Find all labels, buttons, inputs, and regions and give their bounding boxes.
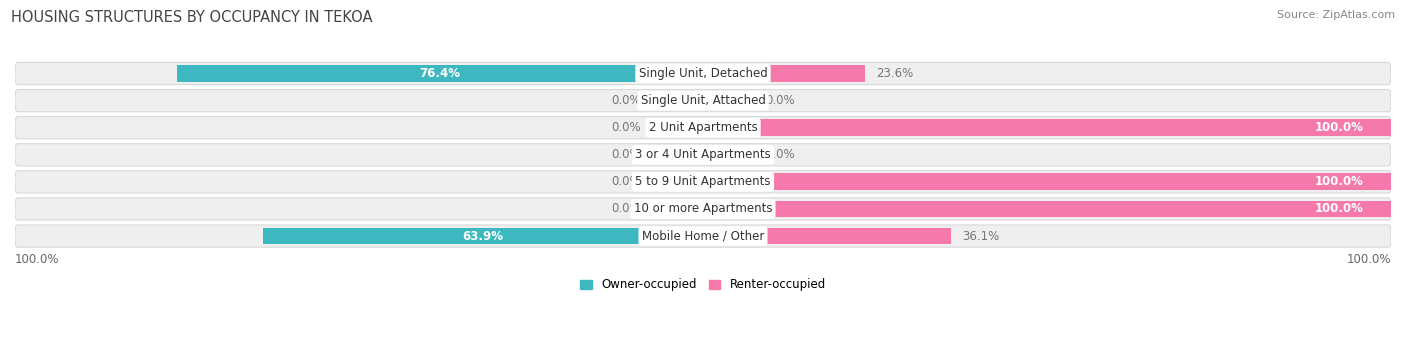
FancyBboxPatch shape <box>15 198 1391 220</box>
Text: 100.0%: 100.0% <box>1315 175 1364 188</box>
Text: 100.0%: 100.0% <box>1315 203 1364 216</box>
FancyBboxPatch shape <box>15 144 1391 166</box>
Text: 100.0%: 100.0% <box>1315 121 1364 134</box>
Text: 100.0%: 100.0% <box>15 253 59 266</box>
Text: 0.0%: 0.0% <box>612 175 641 188</box>
Text: 10 or more Apartments: 10 or more Apartments <box>634 203 772 216</box>
Bar <box>703 65 865 82</box>
Bar <box>703 228 952 244</box>
Text: 3 or 4 Unit Apartments: 3 or 4 Unit Apartments <box>636 148 770 161</box>
Text: 0.0%: 0.0% <box>612 148 641 161</box>
Bar <box>263 228 703 244</box>
Text: Mobile Home / Other: Mobile Home / Other <box>641 229 765 242</box>
Text: 36.1%: 36.1% <box>962 229 998 242</box>
Text: 0.0%: 0.0% <box>612 121 641 134</box>
FancyBboxPatch shape <box>15 89 1391 112</box>
Bar <box>703 119 1391 136</box>
Bar <box>648 146 703 163</box>
FancyBboxPatch shape <box>15 171 1391 193</box>
Bar <box>703 92 758 109</box>
Bar <box>703 146 758 163</box>
Text: 0.0%: 0.0% <box>612 203 641 216</box>
Text: 0.0%: 0.0% <box>612 94 641 107</box>
Text: Single Unit, Attached: Single Unit, Attached <box>641 94 765 107</box>
Legend: Owner-occupied, Renter-occupied: Owner-occupied, Renter-occupied <box>579 278 827 291</box>
Text: Single Unit, Detached: Single Unit, Detached <box>638 67 768 80</box>
FancyBboxPatch shape <box>15 117 1391 139</box>
Bar <box>648 174 703 190</box>
Bar <box>703 201 1391 217</box>
Text: 63.9%: 63.9% <box>463 229 503 242</box>
Text: 2 Unit Apartments: 2 Unit Apartments <box>648 121 758 134</box>
Text: 0.0%: 0.0% <box>765 94 794 107</box>
Bar <box>648 92 703 109</box>
Text: 76.4%: 76.4% <box>419 67 461 80</box>
Text: HOUSING STRUCTURES BY OCCUPANCY IN TEKOA: HOUSING STRUCTURES BY OCCUPANCY IN TEKOA <box>11 10 373 25</box>
Bar <box>177 65 703 82</box>
Text: Source: ZipAtlas.com: Source: ZipAtlas.com <box>1277 10 1395 20</box>
Text: 5 to 9 Unit Apartments: 5 to 9 Unit Apartments <box>636 175 770 188</box>
FancyBboxPatch shape <box>15 225 1391 247</box>
Bar <box>703 174 1391 190</box>
FancyBboxPatch shape <box>15 62 1391 85</box>
Bar <box>648 201 703 217</box>
Text: 23.6%: 23.6% <box>876 67 912 80</box>
Text: 0.0%: 0.0% <box>765 148 794 161</box>
Text: 100.0%: 100.0% <box>1347 253 1391 266</box>
Bar <box>648 119 703 136</box>
